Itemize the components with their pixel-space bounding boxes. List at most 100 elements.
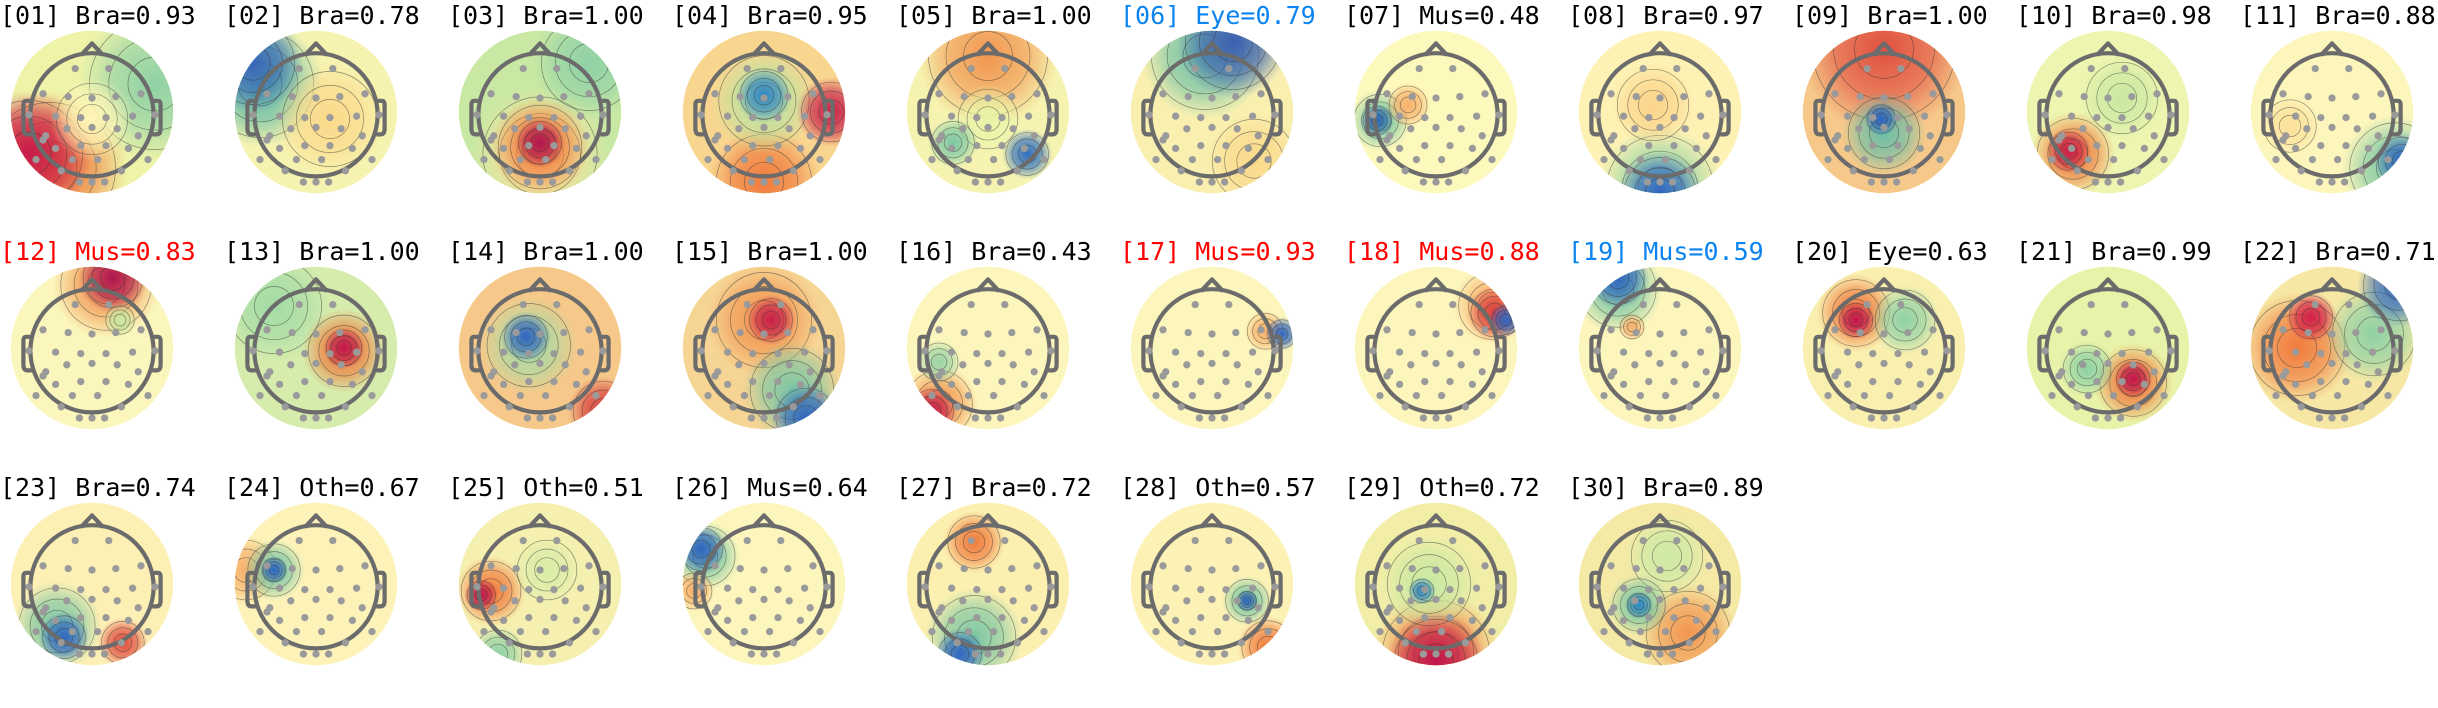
left-ear-icon: [469, 570, 480, 609]
electrode-dot: [2167, 111, 2175, 119]
electrode-dot: [2377, 90, 2385, 98]
electrode-dot: [1929, 90, 1937, 98]
electrode-dot: [2067, 112, 2076, 120]
electrode-dot: [1220, 178, 1229, 186]
electrode-dot: [1619, 380, 1628, 389]
electrode-dot: [1013, 403, 1022, 411]
electrode-dot: [998, 377, 1006, 386]
electrode-dot: [337, 361, 345, 369]
electrode-dot: [51, 584, 60, 592]
electrode-dot: [1909, 167, 1918, 175]
electrode-dot: [25, 111, 33, 119]
electrode-dot: [964, 391, 973, 400]
electrode-dot: [1208, 330, 1216, 338]
electrode-dot: [1680, 328, 1688, 337]
electrode-dot: [505, 639, 513, 647]
electrode-dot: [1171, 380, 1180, 389]
nose-icon: [2319, 41, 2345, 57]
electrode-dot: [953, 167, 961, 175]
electrode-dot: [973, 377, 981, 386]
electrode-dot: [1885, 155, 1894, 164]
left-ear-icon: [245, 98, 256, 137]
electrode-dot: [102, 141, 110, 150]
electrode-dot: [113, 125, 121, 133]
electrode-dot: [1702, 604, 1710, 612]
electrode-dot: [288, 92, 296, 101]
electrode-dot: [561, 597, 569, 605]
topomap-head-icon: [234, 30, 398, 194]
electrode-dot: [1271, 347, 1279, 355]
electrode-dot: [1195, 178, 1204, 186]
electrode-dot: [352, 112, 361, 120]
electrode-dot: [1183, 361, 1191, 369]
electrode-dot: [565, 403, 574, 411]
component-cell: [08] Bra=0.97: [1568, 0, 1792, 236]
electrode-dot: [2093, 377, 2101, 386]
electrode-dot: [928, 155, 936, 164]
electrode-dot: [749, 377, 757, 386]
left-ear-icon: [917, 570, 928, 609]
electrode-dot: [1047, 583, 1055, 591]
electrode-dot: [1412, 391, 1421, 400]
electrode-dot: [800, 348, 809, 356]
electrode-dot: [1197, 349, 1205, 358]
electrode-dot: [361, 326, 369, 334]
electrode-dot: [711, 562, 719, 570]
electrode-dot: [1619, 616, 1628, 625]
nose-icon: [2095, 41, 2121, 57]
electrode-dot: [2118, 349, 2126, 358]
electrode-dot: [1457, 361, 1465, 369]
electrode-dot: [996, 414, 1005, 422]
electrode-dot: [1232, 92, 1240, 101]
electrode-dot: [358, 132, 366, 140]
electrode-dot: [511, 125, 519, 133]
electrode-dot: [928, 391, 936, 400]
electrode-dot: [1197, 585, 1205, 594]
left-ear-icon: [1365, 570, 1376, 609]
electrode-dot: [1468, 144, 1477, 153]
topomap-head-icon: [1578, 266, 1742, 430]
electrode-dot: [1188, 155, 1197, 164]
electrode-dot: [1183, 125, 1191, 133]
electrode-dot: [2128, 328, 2136, 337]
electrode-dot: [996, 178, 1005, 186]
electrode-dot: [1171, 112, 1180, 120]
electrode-dot: [352, 584, 361, 592]
electrode-dot: [1376, 391, 1384, 400]
electrode-dot: [281, 167, 289, 175]
electrode-dot: [729, 403, 737, 411]
electrode-dot: [1478, 132, 1486, 140]
electrode-dot: [1195, 650, 1204, 658]
electrode-dot: [2342, 113, 2350, 122]
electrode-dot: [998, 349, 1006, 358]
electrode-dot: [2345, 64, 2353, 73]
electrode-dot: [1407, 597, 1415, 605]
electrode-dot: [760, 414, 768, 422]
electrode-dot: [536, 330, 544, 338]
electrode-dot: [2104, 123, 2112, 132]
electrode-dot: [51, 348, 60, 356]
component-cell: [12] Mus=0.83: [0, 236, 224, 472]
electrode-dot: [100, 178, 109, 186]
electrode-dot: [1376, 627, 1384, 636]
electrode-dot: [2297, 403, 2305, 411]
left-ear-icon: [1813, 334, 1824, 373]
electrode-dot: [2133, 167, 2142, 175]
electrode-dot: [2087, 300, 2095, 309]
right-ear-icon: [1496, 98, 1507, 137]
electrode-dot: [1395, 348, 1404, 356]
topomap-head-icon: [682, 266, 846, 430]
left-ear-icon: [1141, 334, 1152, 373]
electrode-dot: [25, 347, 33, 355]
electrode-dot: [1668, 178, 1677, 186]
electrode-dot: [550, 585, 558, 594]
electrode-dot: [512, 328, 520, 337]
electrode-dot: [1001, 536, 1009, 545]
electrode-dot: [1656, 178, 1664, 186]
electrode-dot: [973, 349, 981, 358]
electrode-dot: [124, 616, 133, 625]
electrode-dot: [1171, 584, 1180, 592]
electrode-dot: [1495, 111, 1503, 119]
electrode-dot: [2279, 90, 2287, 98]
electrode-dot: [1632, 328, 1640, 337]
